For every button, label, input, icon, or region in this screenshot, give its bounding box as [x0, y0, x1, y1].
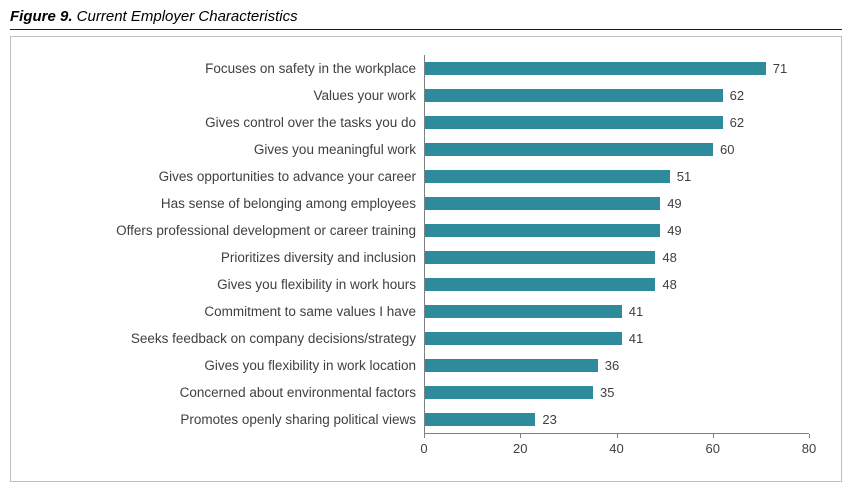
chart-plot-area: Focuses on safety in the workplace 71 Valu…	[11, 37, 841, 433]
bar-track: 49	[424, 190, 809, 217]
bar-track: 41	[424, 298, 809, 325]
value-label: 41	[628, 331, 644, 346]
tick-label: 40	[609, 441, 624, 456]
bar	[425, 413, 536, 426]
figure-caption: Figure 9. Current Employer Characteristi…	[10, 8, 842, 30]
tick-mark	[616, 434, 618, 438]
bar	[425, 251, 656, 264]
value-label: 49	[667, 196, 682, 211]
value-label: 71	[772, 61, 788, 76]
bar	[425, 62, 766, 75]
category-label: Seeks feedback on company decisions/stra…	[130, 331, 416, 346]
bar-track: 49	[424, 217, 809, 244]
value-label: 48	[662, 250, 677, 265]
tick-mark	[520, 434, 522, 438]
bar	[425, 359, 598, 372]
bar	[425, 386, 593, 399]
bar-track: 48	[424, 271, 809, 298]
bar-row: Offers professional development or caree…	[11, 217, 841, 244]
bar	[425, 116, 723, 129]
category-label: Promotes openly sharing political views	[180, 412, 416, 427]
category-label: Gives opportunities to advance your care…	[158, 169, 416, 184]
tick-mark	[712, 434, 714, 438]
category-label: Values your work	[313, 88, 416, 103]
bar	[425, 143, 713, 156]
bar-track: 36	[424, 352, 809, 379]
value-label: 23	[542, 412, 557, 427]
category-label: Concerned about environmental factors	[179, 385, 416, 400]
figure-title: Current Employer Characteristics	[72, 8, 298, 25]
bar-row: Focuses on safety in the workplace 71	[11, 55, 841, 82]
value-label: 49	[667, 223, 682, 238]
value-label: 48	[662, 277, 677, 292]
bar-track: 35	[424, 379, 809, 406]
bar-row: Seeks feedback on company decisions/stra…	[11, 325, 841, 352]
bar	[425, 89, 723, 102]
tick-label: 0	[420, 441, 428, 456]
bar-track: 41	[424, 325, 809, 352]
bar-row: Concerned about environmental factors 35	[11, 379, 841, 406]
category-label: Prioritizes diversity and inclusion	[220, 250, 416, 265]
bar-row: Gives opportunities to advance your care…	[11, 163, 841, 190]
bar	[425, 278, 656, 291]
bar	[425, 197, 661, 210]
bar-row: Promotes openly sharing political views 2…	[11, 406, 841, 433]
value-label: 62	[729, 88, 745, 103]
bar-row: Gives you flexibility in work location 36	[11, 352, 841, 379]
bar-row: Gives you flexibility in work hours 48	[11, 271, 841, 298]
value-label: 51	[676, 169, 692, 184]
bar-track: 71	[424, 55, 809, 82]
tick-mark	[809, 434, 810, 438]
category-label: Gives control over the tasks you do	[205, 115, 416, 130]
value-label: 62	[729, 115, 745, 130]
value-label: 60	[720, 142, 735, 157]
x-axis: 0 20 40 60 80	[420, 433, 816, 462]
bar-track: 60	[424, 136, 809, 163]
value-label: 35	[600, 385, 615, 400]
bar	[425, 224, 661, 237]
bar-track: 62	[424, 109, 809, 136]
bar-row: Gives control over the tasks you do 62	[11, 109, 841, 136]
bar-row: Commitment to same values I have 41	[11, 298, 841, 325]
tick-label: 60	[705, 441, 720, 456]
category-label: Offers professional development or caree…	[116, 223, 416, 238]
bar-track: 62	[424, 82, 809, 109]
category-label: Gives you flexibility in work hours	[217, 277, 416, 292]
bar	[425, 170, 670, 183]
bar	[425, 305, 622, 318]
bar-row: Gives you meaningful work 60	[11, 136, 841, 163]
category-label: Gives you flexibility in work location	[204, 358, 416, 373]
bar-track: 23	[424, 406, 809, 433]
category-label: Has sense of belonging among employees	[160, 196, 416, 211]
value-label: 41	[628, 304, 644, 319]
category-label: Gives you meaningful work	[253, 142, 416, 157]
category-label: Commitment to same values I have	[204, 304, 416, 319]
bar	[425, 332, 622, 345]
bar-row: Has sense of belonging among employees 49	[11, 190, 841, 217]
figure-number: Figure 9.	[10, 8, 73, 25]
tick-label: 80	[801, 441, 817, 456]
value-label: 36	[604, 358, 620, 373]
bar-row: Prioritizes diversity and inclusion 48	[11, 244, 841, 271]
bar-track: 48	[424, 244, 809, 271]
bar-chart: Focuses on safety in the workplace 71 Valu…	[10, 36, 842, 482]
tick-label: 20	[513, 441, 528, 456]
bar-track: 51	[424, 163, 809, 190]
tick-mark	[424, 434, 425, 438]
category-label: Focuses on safety in the workplace	[205, 61, 416, 76]
bar-row: Values your work 62	[11, 82, 841, 109]
